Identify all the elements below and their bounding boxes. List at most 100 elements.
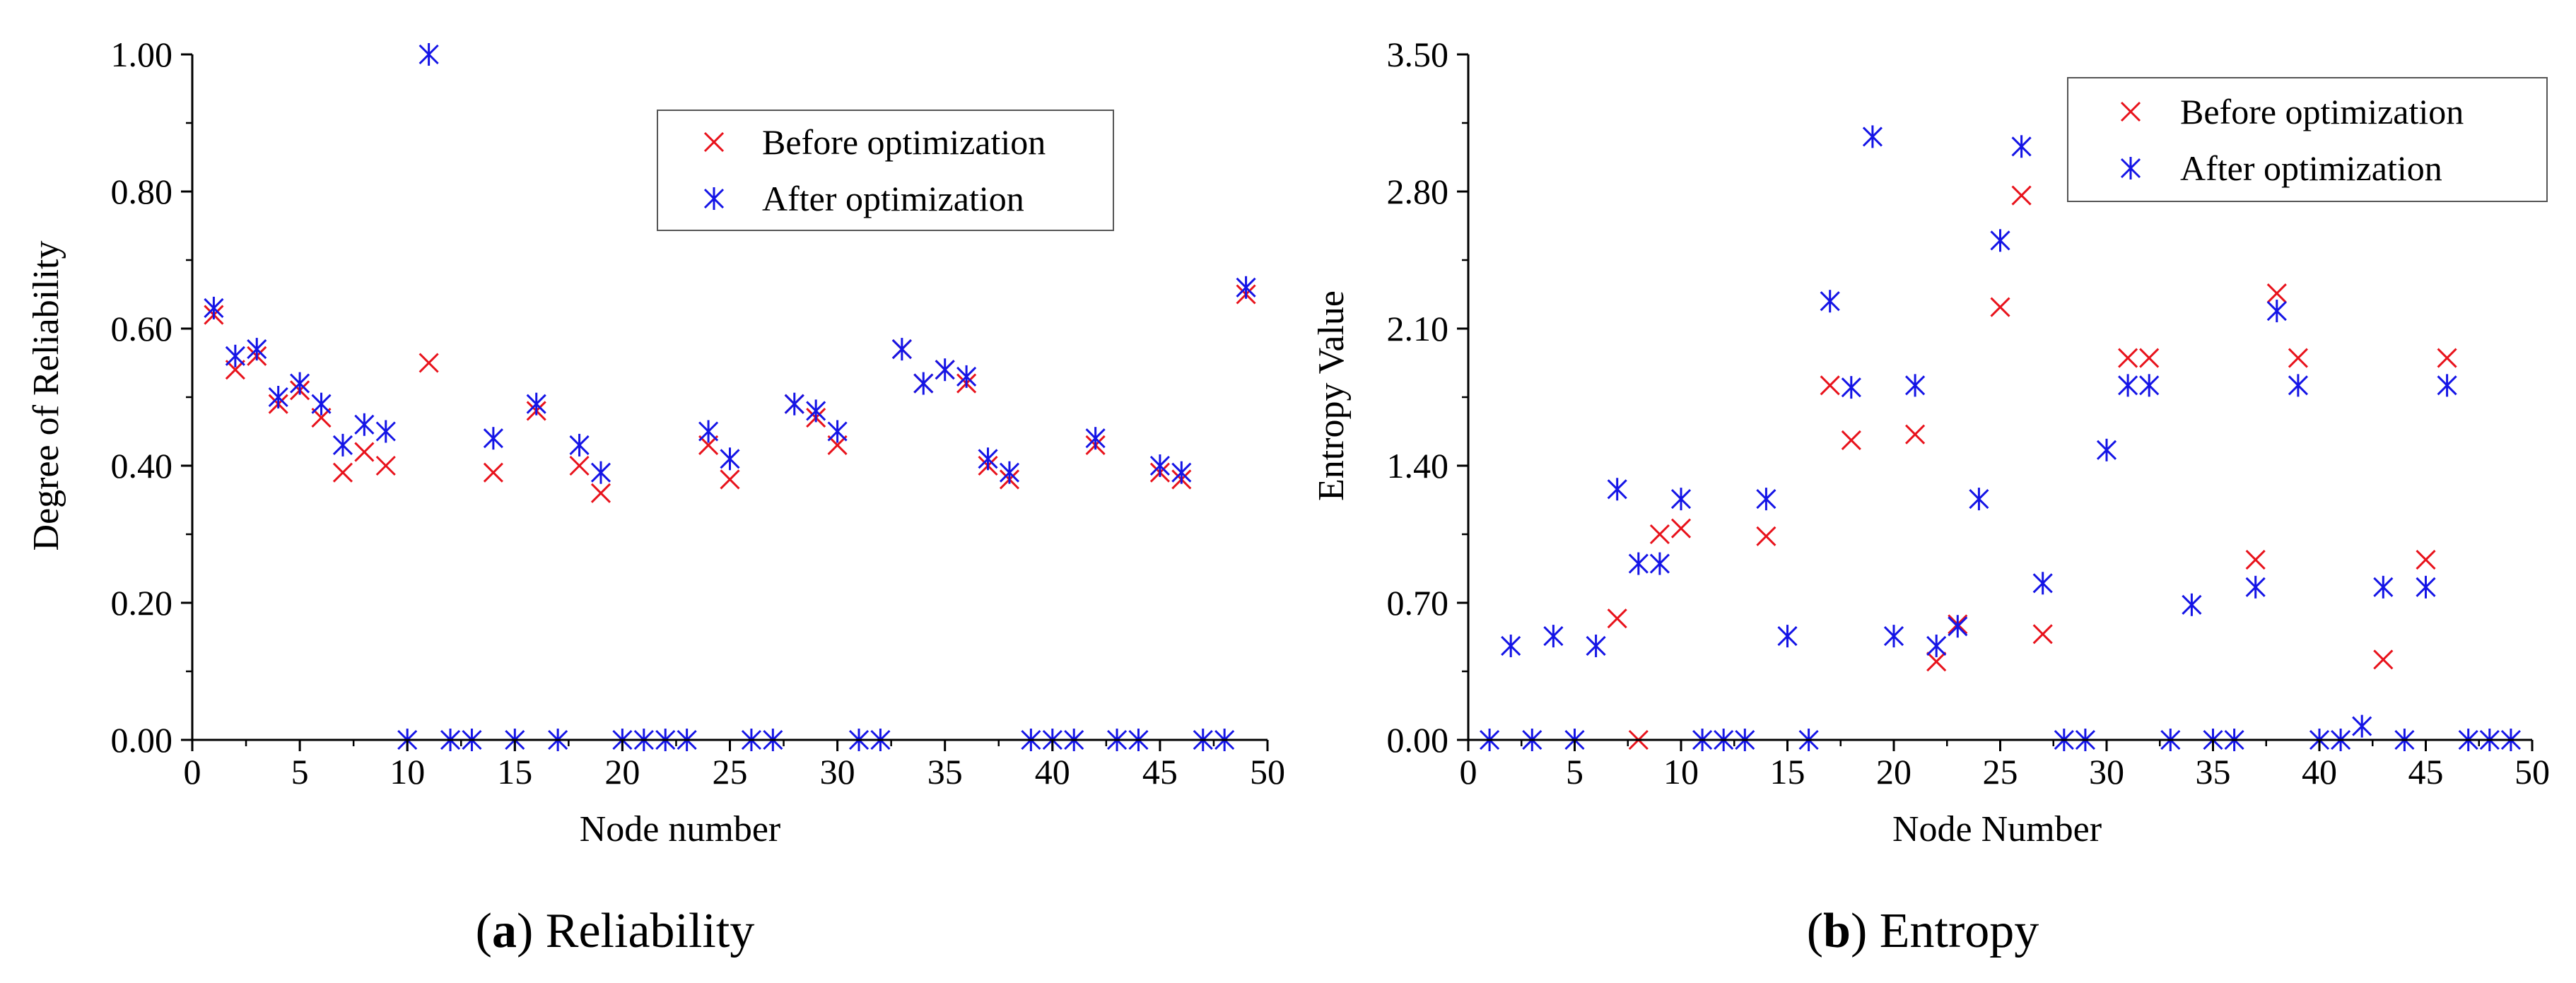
point-before-optimization xyxy=(2011,185,2032,206)
x-tick-label-reliability: 15 xyxy=(497,752,532,791)
point-before-optimization xyxy=(2245,549,2266,570)
point-after-optimization xyxy=(1883,625,1904,648)
x-tick-label-entropy: 50 xyxy=(2514,752,2550,791)
panel-entropy: 0 5 10 15 20 25 30 35 40 45 50 0.00 0.70 1.40 2.10 2.80… xyxy=(1311,35,2550,958)
point-before-optimization xyxy=(418,353,439,373)
y-tick-label-reliability: 0.00 xyxy=(111,720,173,760)
point-before-optimization xyxy=(483,462,503,483)
point-after-optimization xyxy=(1948,615,1968,638)
legend-symbol-before-optimization xyxy=(703,131,725,153)
point-after-optimization xyxy=(1586,634,1606,657)
point-before-optimization xyxy=(590,483,611,503)
axes-reliability: 0 5 10 15 20 25 30 35 40 45 50 0.00 0.20 0.40 0.60 0.80… xyxy=(111,35,1286,791)
x-axis-title-entropy: Node Number xyxy=(1892,809,2102,849)
point-after-optimization xyxy=(1171,461,1192,484)
x-tick-label-reliability: 0 xyxy=(184,752,201,791)
point-before-optimization xyxy=(375,455,396,476)
y-tick-label-reliability: 0.40 xyxy=(111,446,173,485)
caption-entropy: (b) Entropy xyxy=(1807,904,2039,958)
point-after-optimization xyxy=(1756,488,1776,511)
point-before-optimization xyxy=(1841,430,1861,451)
y-tick-label-entropy: 2.80 xyxy=(1387,172,1449,211)
series-after-optimization-entropy xyxy=(1480,125,2521,751)
point-after-optimization xyxy=(590,461,611,484)
legend-symbol-after-optimization xyxy=(2120,157,2141,179)
point-after-optimization xyxy=(225,344,245,367)
x-tick-label-entropy: 20 xyxy=(1876,752,1911,791)
point-after-optimization xyxy=(698,420,719,443)
x-tick-label-entropy: 30 xyxy=(2089,752,2124,791)
legend-marker-before-reliability xyxy=(703,131,725,153)
point-after-optimization xyxy=(1926,634,1947,657)
point-after-optimization xyxy=(956,365,977,388)
point-after-optimization xyxy=(247,338,267,361)
series-before-optimization-entropy xyxy=(1607,185,2457,751)
point-after-optimization xyxy=(827,420,848,443)
x-tick-label-reliability: 35 xyxy=(927,752,963,791)
point-after-optimization xyxy=(290,372,310,395)
axes-entropy: 0 5 10 15 20 25 30 35 40 45 50 0.00 0.70 1.40 2.10 2.80… xyxy=(1387,35,2551,791)
y-tick-label-entropy: 0.00 xyxy=(1387,720,1449,760)
point-after-optimization xyxy=(526,392,546,416)
point-before-optimization xyxy=(569,455,590,476)
point-after-optimization xyxy=(2352,714,2372,738)
point-after-optimization xyxy=(1777,625,1798,648)
point-after-optimization xyxy=(2096,438,2117,461)
point-before-optimization xyxy=(2032,624,2053,644)
point-after-optimization xyxy=(2288,374,2308,397)
legend-marker-after-entropy xyxy=(2120,157,2141,179)
y-axis-title-reliability: Degree of Reliability xyxy=(26,241,66,551)
x-tick-label-entropy: 5 xyxy=(1566,752,1583,791)
point-after-optimization xyxy=(2139,374,2160,397)
point-before-optimization xyxy=(2437,348,2457,368)
point-after-optimization xyxy=(720,447,740,471)
legend-symbol-before-optimization xyxy=(2120,101,2141,122)
point-after-optimization xyxy=(1236,276,1256,299)
legend-symbol-after-optimization xyxy=(703,187,725,210)
point-after-optimization xyxy=(935,358,955,382)
point-before-optimization xyxy=(2118,348,2138,368)
legend-label-before-entropy: Before optimization xyxy=(2180,92,2464,131)
legend-marker-before-entropy xyxy=(2120,101,2141,122)
point-after-optimization xyxy=(999,461,1020,484)
point-after-optimization xyxy=(418,43,439,66)
point-before-optimization xyxy=(2416,549,2436,570)
point-before-optimization xyxy=(2139,348,2160,368)
point-after-optimization xyxy=(2373,575,2394,599)
point-after-optimization xyxy=(2416,575,2436,599)
x-tick-label-entropy: 0 xyxy=(1460,752,1477,791)
point-after-optimization xyxy=(1862,125,1883,148)
point-after-optimization xyxy=(1820,290,1840,313)
point-after-optimization xyxy=(784,392,804,416)
point-after-optimization xyxy=(1501,634,1521,657)
point-after-optimization xyxy=(2266,300,2287,323)
caption-reliability: (a) Reliability xyxy=(476,904,755,958)
point-after-optimization xyxy=(1969,488,1989,511)
x-tick-label-reliability: 20 xyxy=(604,752,640,791)
legend-reliability: Before optimization After optimization xyxy=(657,110,1114,231)
point-after-optimization xyxy=(354,413,375,436)
x-tick-label-reliability: 30 xyxy=(820,752,855,791)
y-tick-label-reliability: 0.20 xyxy=(111,583,173,623)
y-tick-label-entropy: 1.40 xyxy=(1387,446,1449,485)
point-after-optimization xyxy=(1085,427,1106,450)
point-after-optimization xyxy=(2182,593,2202,616)
x-tick-label-reliability: 10 xyxy=(390,752,425,791)
x-tick-label-reliability: 25 xyxy=(713,752,748,791)
point-after-optimization xyxy=(1543,625,1564,648)
point-before-optimization xyxy=(720,469,740,490)
point-after-optimization xyxy=(268,386,288,408)
point-before-optimization xyxy=(1820,375,1840,396)
point-after-optimization xyxy=(375,420,396,443)
x-tick-label-entropy: 35 xyxy=(2196,752,2231,791)
point-after-optimization xyxy=(483,427,503,450)
point-before-optimization xyxy=(2288,348,2308,368)
x-tick-label-reliability: 45 xyxy=(1142,752,1178,791)
y-tick-label-reliability: 0.80 xyxy=(111,172,173,211)
x-tick-label-entropy: 25 xyxy=(1983,752,2018,791)
point-after-optimization xyxy=(1149,454,1170,477)
point-before-optimization xyxy=(332,462,353,483)
legend-marker-after-reliability xyxy=(703,187,725,210)
point-after-optimization xyxy=(311,392,332,416)
point-after-optimization xyxy=(1841,376,1861,399)
